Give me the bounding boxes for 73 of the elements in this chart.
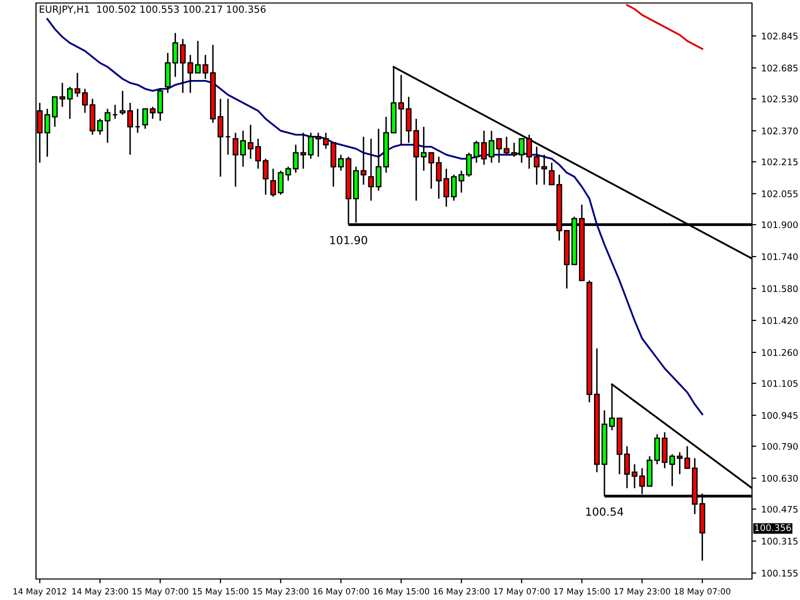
candlestick	[684, 446, 690, 469]
candlestick	[315, 132, 322, 158]
candlestick	[225, 98, 231, 156]
y-tick-label: 102.055	[762, 190, 798, 198]
candlestick	[308, 132, 314, 160]
candlestick	[52, 96, 58, 128]
candlestick	[322, 132, 329, 150]
candlestick	[187, 54, 194, 94]
candlestick	[59, 82, 66, 108]
y-tick-label: 102.530	[762, 96, 798, 102]
candlestick	[180, 38, 186, 94]
candlestick	[654, 434, 660, 465]
y-tick-label: 100.475	[762, 506, 798, 513]
x-tick-label: 14 May 23:00	[72, 588, 128, 596]
y-tick-label: 100.945	[762, 412, 798, 419]
x-tick-label: 17 May 07:00	[494, 588, 550, 596]
x-tick-label: 17 May 15:00	[554, 588, 610, 596]
y-tick-label: 102.370	[762, 128, 798, 134]
x-tick-label: 16 May 15:00	[373, 588, 430, 596]
candlestick	[541, 154, 548, 186]
candlestick	[534, 146, 540, 186]
candlestick	[406, 96, 412, 144]
x-tick-label: 18 May 07:00	[674, 588, 730, 596]
candlestick	[662, 432, 668, 469]
text: 100.356	[755, 524, 791, 532]
candlestick	[142, 108, 148, 130]
chart-title: EURJPY,H1 100.502 100.553 100.217 100.356	[40, 5, 266, 15]
candlestick	[270, 168, 276, 198]
x-tick-label: 17 May 23:00	[614, 588, 670, 596]
candlestick	[428, 152, 434, 190]
candlestick	[112, 104, 118, 120]
y-tick-label: 100.630	[762, 474, 798, 482]
y-tick-label: 102.685	[762, 64, 798, 72]
y-tick-label: 101.740	[762, 253, 798, 260]
candlestick	[420, 126, 427, 172]
y-tick-label: 100.315	[762, 538, 798, 545]
y-tick-label: 101.260	[762, 349, 798, 356]
x-tick-label: 15 May 23:00	[253, 588, 309, 596]
candlestick	[443, 168, 450, 208]
y-tick-label: 101.900	[762, 221, 798, 228]
ref-line-label: 101.90	[330, 236, 368, 244]
candlestick	[157, 88, 164, 122]
line-series	[626, 4, 704, 50]
candlestick	[134, 108, 141, 134]
candlestick	[450, 174, 457, 202]
candlestick	[164, 52, 171, 94]
candlestick	[669, 454, 676, 487]
x-tick-label: 16 May 23:00	[434, 588, 490, 596]
x-tick-label: 14 May 2012	[14, 588, 66, 596]
y-tick-label: 101.420	[762, 317, 798, 324]
candlestick	[436, 156, 442, 200]
candlestick	[292, 144, 299, 174]
candlestick	[548, 162, 555, 186]
y-tick-label: 100.155	[762, 570, 798, 577]
y-tick-label: 102.845	[762, 32, 798, 40]
x-tick-label: 15 May 07:00	[132, 588, 188, 596]
candlestick	[44, 108, 50, 158]
line-series	[46, 18, 704, 416]
y-tick-label: 101.105	[762, 380, 798, 387]
candlestick	[150, 106, 156, 120]
candlestick	[172, 32, 178, 78]
ref-line-label: 100.54	[586, 507, 624, 516]
candlestick	[398, 74, 404, 146]
x-tick-label: 15 May 15:00	[192, 588, 248, 596]
candlestick	[526, 134, 532, 170]
candlestick	[300, 132, 306, 170]
candlestick	[278, 170, 284, 196]
y-tick-label: 102.215	[762, 158, 798, 166]
candlestick	[676, 452, 683, 475]
x-tick-label: 16 May 07:00	[313, 588, 369, 596]
candlestick	[285, 166, 292, 182]
y-tick-label: 101.580	[762, 285, 798, 292]
y-tick-label: 100.790	[762, 442, 798, 450]
